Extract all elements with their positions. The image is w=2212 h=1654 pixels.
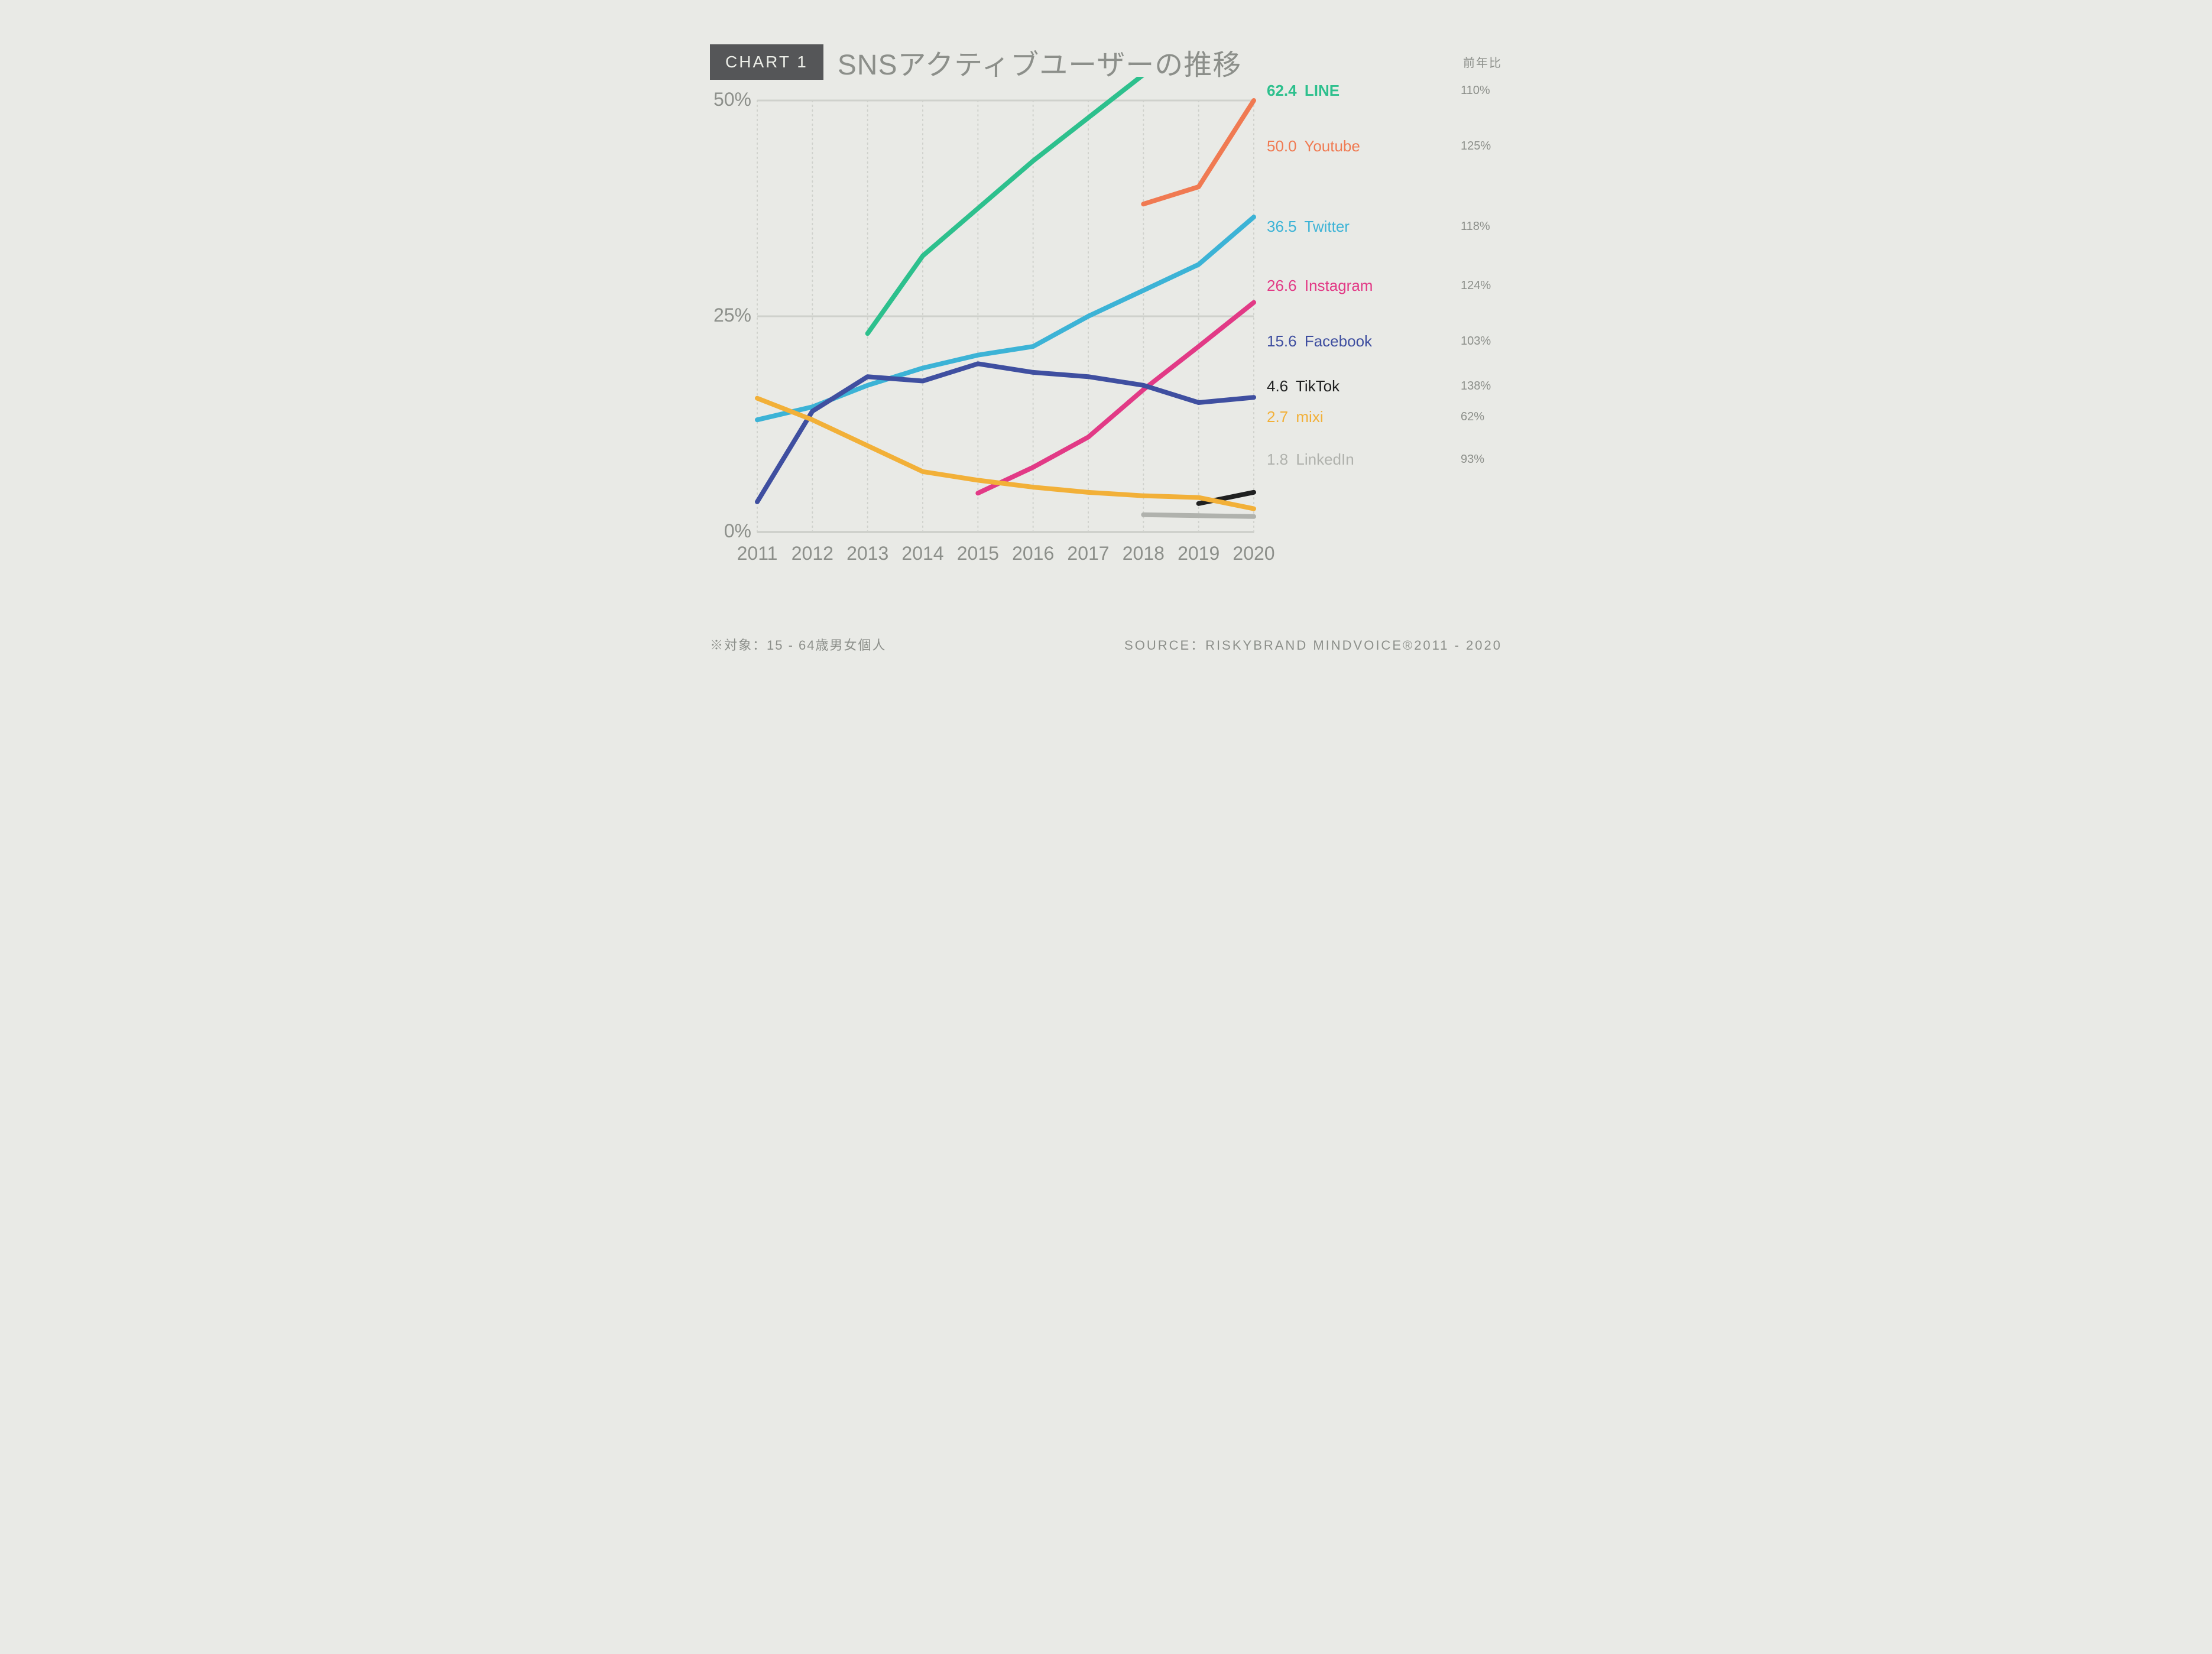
series-label-facebook: 15.6 Facebook xyxy=(1267,332,1372,351)
x-tick-label: 2014 xyxy=(896,543,949,565)
chart-badge: CHART 1 xyxy=(710,44,823,80)
x-tick-label: 2020 xyxy=(1227,543,1280,565)
chart-canvas: CHART 1 SNSアクティブユーザーの推移 前年比 0%25%50% 201… xyxy=(645,0,1567,689)
x-tick-label: 2018 xyxy=(1117,543,1170,565)
footnote-source: SOURCE：RISKYBRAND MINDVOICE®2011 - 2020 xyxy=(1124,635,1502,654)
yoy-youtube: 125% xyxy=(1461,140,1491,153)
yoy-facebook: 103% xyxy=(1461,335,1491,348)
x-tick-label: 2013 xyxy=(841,543,894,565)
yoy-header: 前年比 xyxy=(1463,53,1502,70)
footnote-left: ※対象：15 - 64歳男女個人 xyxy=(710,635,887,654)
series-label-instagram: 26.6 Instagram xyxy=(1267,277,1373,295)
chart-area xyxy=(710,77,1502,591)
yoy-line: 110% xyxy=(1461,84,1490,98)
yoy-linkedin: 93% xyxy=(1461,453,1484,466)
x-tick-label: 2017 xyxy=(1062,543,1115,565)
yoy-instagram: 124% xyxy=(1461,279,1491,293)
series-label-twitter: 36.5 Twitter xyxy=(1267,218,1350,236)
line-chart-svg xyxy=(710,77,1502,591)
y-tick-label: 50% xyxy=(710,89,751,111)
x-tick-label: 2015 xyxy=(951,543,1004,565)
series-label-line: 62.4 LINE xyxy=(1267,82,1339,100)
series-label-youtube: 50.0 Youtube xyxy=(1267,137,1360,155)
series-label-mixi: 2.7 mixi xyxy=(1267,408,1324,426)
x-tick-label: 2019 xyxy=(1172,543,1225,565)
yoy-tiktok: 138% xyxy=(1461,380,1491,393)
yoy-twitter: 118% xyxy=(1461,220,1490,233)
x-tick-label: 2011 xyxy=(731,543,784,565)
yoy-mixi: 62% xyxy=(1461,410,1484,424)
x-tick-label: 2012 xyxy=(786,543,839,565)
y-tick-label: 0% xyxy=(710,520,751,542)
x-tick-label: 2016 xyxy=(1007,543,1060,565)
y-tick-label: 25% xyxy=(710,304,751,326)
series-label-linkedin: 1.8 LinkedIn xyxy=(1267,450,1354,469)
series-label-tiktok: 4.6 TikTok xyxy=(1267,377,1339,395)
